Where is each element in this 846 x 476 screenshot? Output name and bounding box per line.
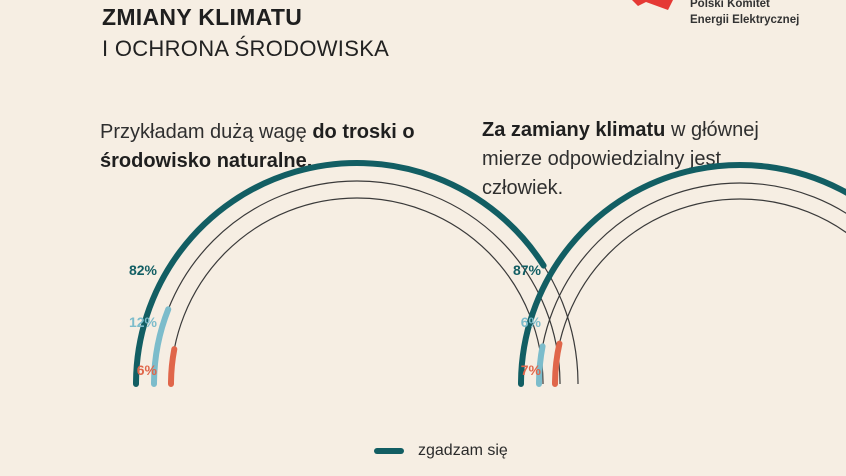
statement-left-bold: do troski o środowisko naturalne.: [100, 121, 415, 172]
chart-1-track-disagree: [170, 197, 544, 385]
statement-left: Przykładam dużą wagę do troski o środowi…: [100, 118, 440, 176]
logo-line-1: Polski Komitet: [690, 0, 770, 10]
chart-1-bar-disagree: [167, 346, 178, 387]
chart-2-track-neutral: [538, 182, 846, 385]
chart-1-bar-agree: [133, 159, 547, 387]
legend: zgadzam się: [374, 442, 508, 460]
chart-1-bar-neutral: [151, 306, 172, 387]
logo-line-2: Energii Elektrycznej: [690, 14, 800, 26]
legend-label-agree: zgadzam się: [418, 442, 508, 459]
pke-logo-icon: [632, 0, 673, 10]
chart-2-label-agree: 87%: [513, 262, 542, 278]
chart-1-label-disagree: 6%: [137, 362, 158, 378]
chart-1-track-agree: [135, 162, 579, 385]
chart-2-track-disagree: [554, 198, 846, 385]
chart-1-label-neutral: 12%: [129, 314, 158, 330]
chart-2-track-agree: [520, 164, 846, 385]
chart-1-track-neutral: [153, 180, 561, 385]
logo-text: Polski Komitet Energii Elektrycznej: [690, 0, 799, 28]
chart-2-bar-disagree: [552, 340, 563, 387]
statement-left-text: Przykładam dużą wagę: [100, 121, 313, 143]
page-subtitle: I OCHRONA ŚRODOWISKA: [102, 36, 390, 61]
chart-2-bar-neutral: [536, 343, 546, 387]
legend-swatch-agree: [374, 448, 404, 454]
page-title: ZMIANY KLIMATU: [102, 4, 303, 30]
chart-2-label-neutral: 6%: [521, 314, 542, 330]
chart-2-label-disagree: 7%: [521, 362, 542, 378]
statement-right-text: w głównej mierze odpowiedzialny jest czł…: [482, 119, 759, 199]
chart-1-label-agree: 82%: [129, 262, 158, 278]
statement-right: Za zamiany klimatu w głównej mierze odpo…: [482, 116, 782, 203]
statement-right-bold: Za zamiany klimatu: [482, 119, 666, 141]
chart-2-bar-agree: [518, 162, 846, 387]
